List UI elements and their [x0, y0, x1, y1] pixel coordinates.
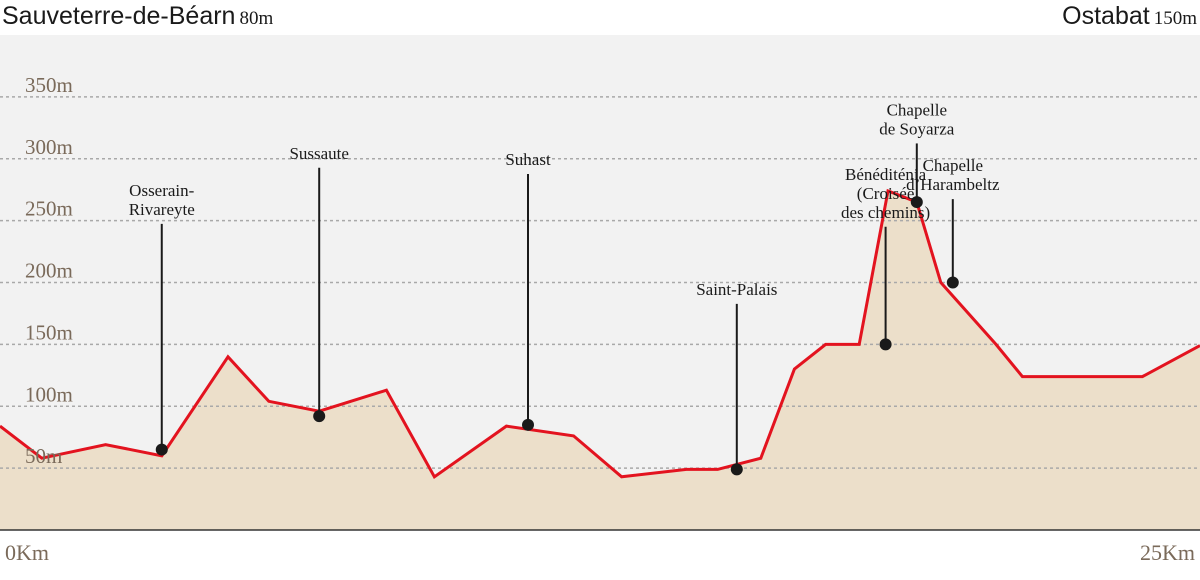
waypoint-label: Suhast — [505, 150, 551, 169]
elevation-line — [0, 188, 1200, 479]
waypoint-label: de Soyarza — [879, 119, 955, 138]
waypoint-marker — [522, 418, 534, 431]
y-tick-label: 50m — [25, 444, 62, 468]
waypoint-label: d’Harambeltz — [906, 175, 1000, 194]
y-tick-label: 100m — [25, 382, 73, 406]
waypoint-label: Chapelle — [887, 100, 947, 119]
waypoint-marker — [730, 463, 743, 476]
x-tick-label-start: 0Km — [5, 540, 49, 565]
waypoint-marker — [910, 196, 923, 209]
waypoint-label: Saint-Palais — [696, 280, 777, 299]
start-elevation: 80m — [239, 8, 274, 29]
elevation-area — [0, 190, 1200, 530]
y-tick-label: 200m — [25, 259, 73, 283]
y-tick-label: 300m — [25, 135, 73, 159]
waypoint-label: Rivareyte — [129, 200, 195, 219]
waypoint-marker — [946, 276, 959, 289]
waypoint-label: Osserain- — [129, 181, 194, 200]
waypoint-label: (Croisée — [857, 184, 915, 203]
waypoint-marker — [155, 443, 168, 456]
waypoint-label: Sussaute — [289, 144, 349, 163]
waypoint-label: Chapelle — [923, 156, 983, 175]
waypoint-label: des chemins) — [841, 203, 930, 222]
waypoint-label: Bénéditénia — [845, 165, 927, 184]
start-location-label: Sauveterre-de-Béarn 80m — [2, 2, 273, 31]
y-tick-label: 350m — [25, 73, 73, 97]
end-elevation: 150m — [1153, 8, 1197, 29]
y-tick-label: 150m — [25, 320, 73, 344]
waypoint-marker — [313, 410, 326, 423]
x-tick-label-end: 25Km — [1140, 540, 1195, 565]
y-tick-label: 250m — [25, 197, 73, 221]
start-location-name: Sauveterre-de-Béarn — [2, 2, 236, 30]
end-location-name: Ostabat — [1062, 2, 1150, 30]
waypoint-marker — [879, 338, 892, 351]
end-location-label: Ostabat 150m — [1062, 2, 1197, 31]
